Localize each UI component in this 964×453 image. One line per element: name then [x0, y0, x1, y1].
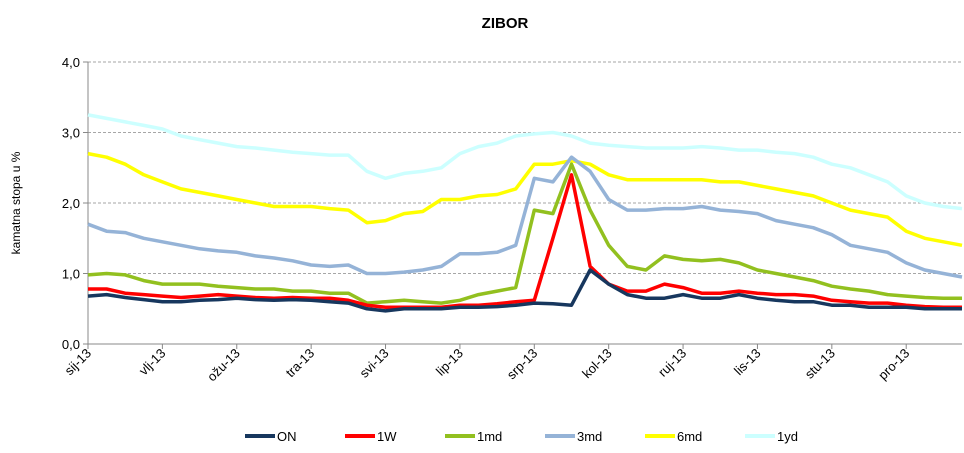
y-axis-label: kamatna stopa u %: [9, 151, 23, 254]
legend-label: 6md: [677, 429, 702, 444]
series-line: [87, 155, 963, 279]
series-line: [87, 268, 962, 313]
x-tick-label: ruj-13: [655, 346, 689, 380]
y-tick-label: 0,0: [62, 337, 80, 352]
legend-label: 3md: [577, 429, 602, 444]
x-tick-label: pro-13: [875, 346, 912, 383]
x-tick-label: lis-13: [731, 346, 764, 379]
y-tick-label: 2,0: [62, 196, 80, 211]
x-tick-label: lip-13: [433, 346, 466, 379]
x-tick-label: ožu-13: [204, 346, 243, 385]
x-tick-label: tra-13: [283, 346, 318, 381]
series-line: [87, 113, 963, 211]
x-tick-label: srp-13: [504, 346, 541, 383]
series-line: [87, 162, 962, 305]
legend-label: 1W: [377, 429, 397, 444]
series-line: [88, 173, 962, 310]
series-line: [87, 151, 963, 248]
chart-title: ZIBOR: [482, 15, 529, 32]
x-tick-label: vlj-13: [136, 346, 169, 379]
x-tick-label: kol-13: [579, 346, 615, 382]
x-tick-label: svi-13: [357, 346, 392, 381]
x-tick-label: stu-13: [802, 346, 838, 382]
legend-label: 1yd: [777, 429, 798, 444]
legend-label: ON: [277, 429, 297, 444]
y-tick-label: 3,0: [62, 126, 80, 141]
y-tick-label: 1,0: [62, 267, 80, 282]
y-tick-label: 4,0: [62, 55, 80, 70]
legend-label: 1md: [477, 429, 502, 444]
